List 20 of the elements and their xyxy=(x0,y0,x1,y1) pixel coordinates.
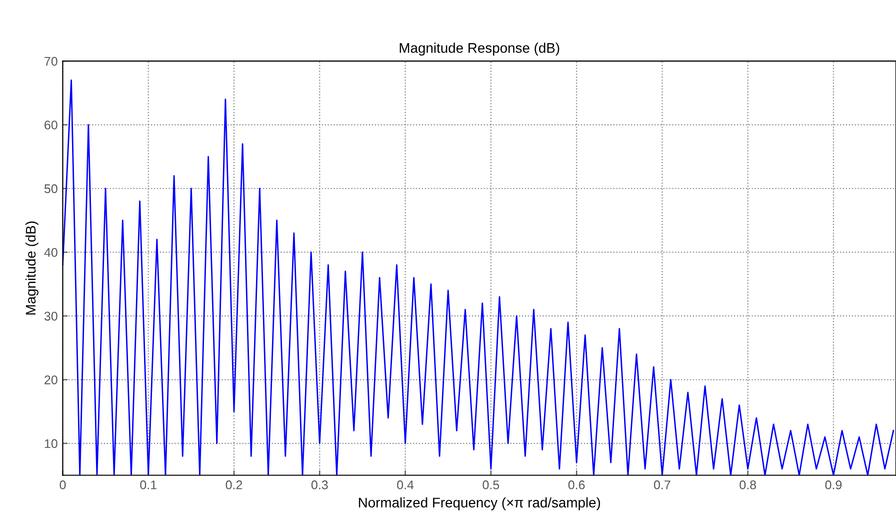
x-tick-label: 0.4 xyxy=(397,480,414,490)
y-axis-title: Magnitude (dB) xyxy=(25,222,38,314)
x-tick-label: 0.3 xyxy=(311,480,328,490)
y-tick-label: 10 xyxy=(44,439,58,448)
x-tick-label: 0 xyxy=(60,480,66,490)
y-tick-label: 40 xyxy=(44,248,58,257)
y-tick-label: 50 xyxy=(44,184,58,194)
chart-title: Magnitude Response (dB) xyxy=(400,42,560,56)
x-tick-label: 0.1 xyxy=(140,480,156,490)
x-tick-label: 0.8 xyxy=(740,480,756,490)
y-tick-label: 20 xyxy=(44,375,58,384)
x-tick-label: 0.5 xyxy=(482,480,500,490)
x-tick-label: 0.7 xyxy=(654,480,670,490)
x-tick-label: 0.2 xyxy=(226,480,242,490)
x-tick-label: 0.6 xyxy=(568,480,585,490)
y-tick-label: 30 xyxy=(44,312,58,321)
y-tick-label: 70 xyxy=(44,56,58,66)
y-tick-label: 60 xyxy=(44,120,58,130)
x-axis-title: Normalized Frequency (×π rad/sample) xyxy=(358,497,600,510)
x-tick-label: 0.9 xyxy=(825,480,842,490)
